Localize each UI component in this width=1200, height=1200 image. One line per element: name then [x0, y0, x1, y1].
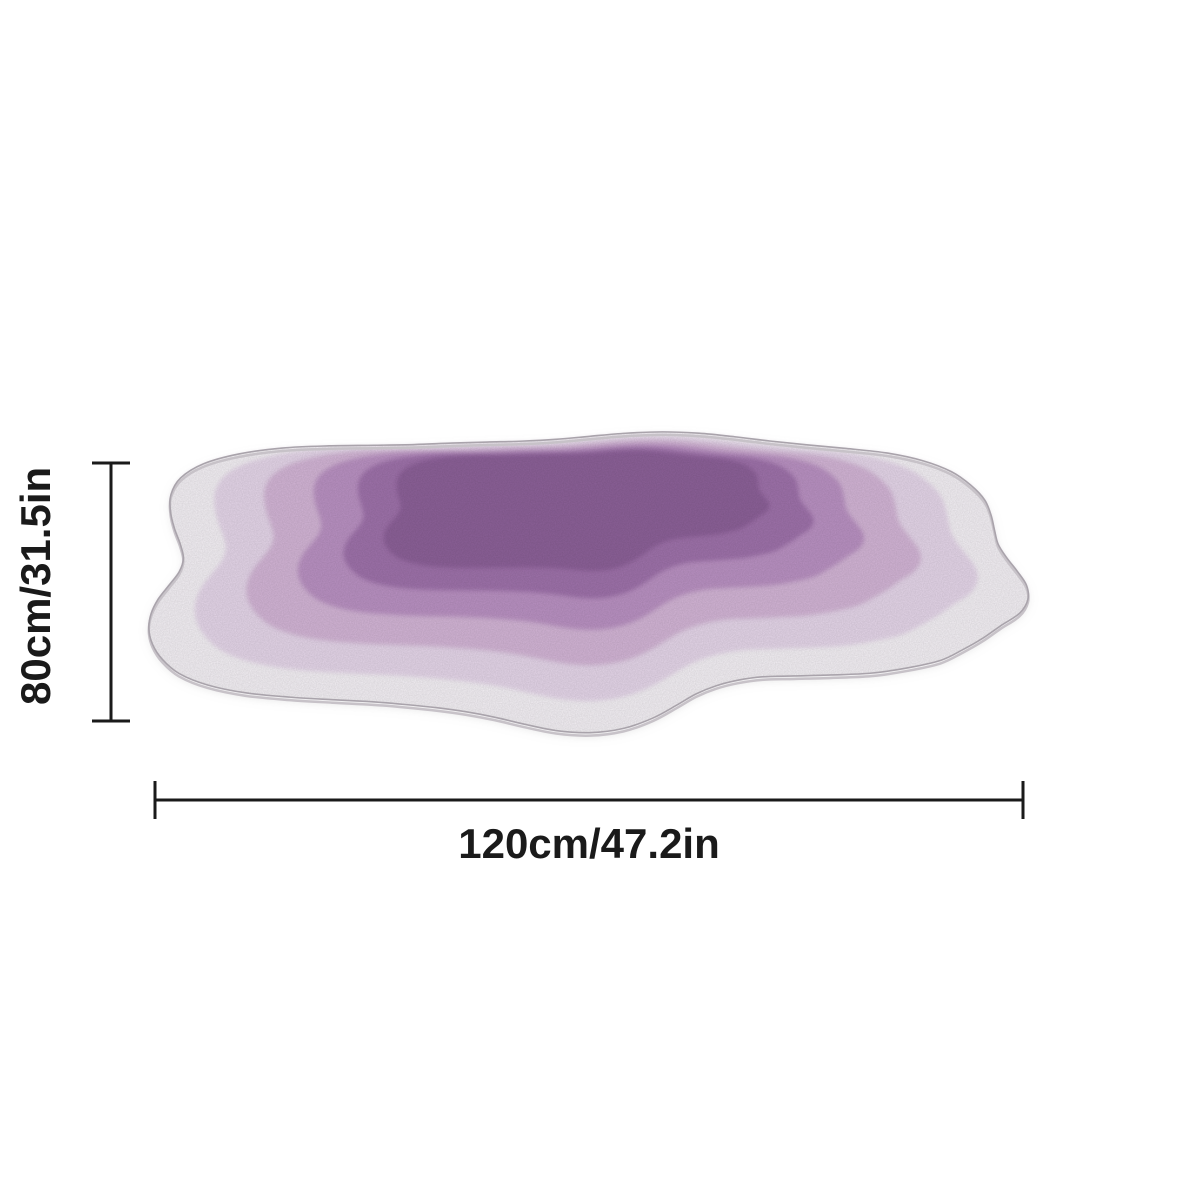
svg-text:120cm/47.2in: 120cm/47.2in: [458, 820, 720, 867]
